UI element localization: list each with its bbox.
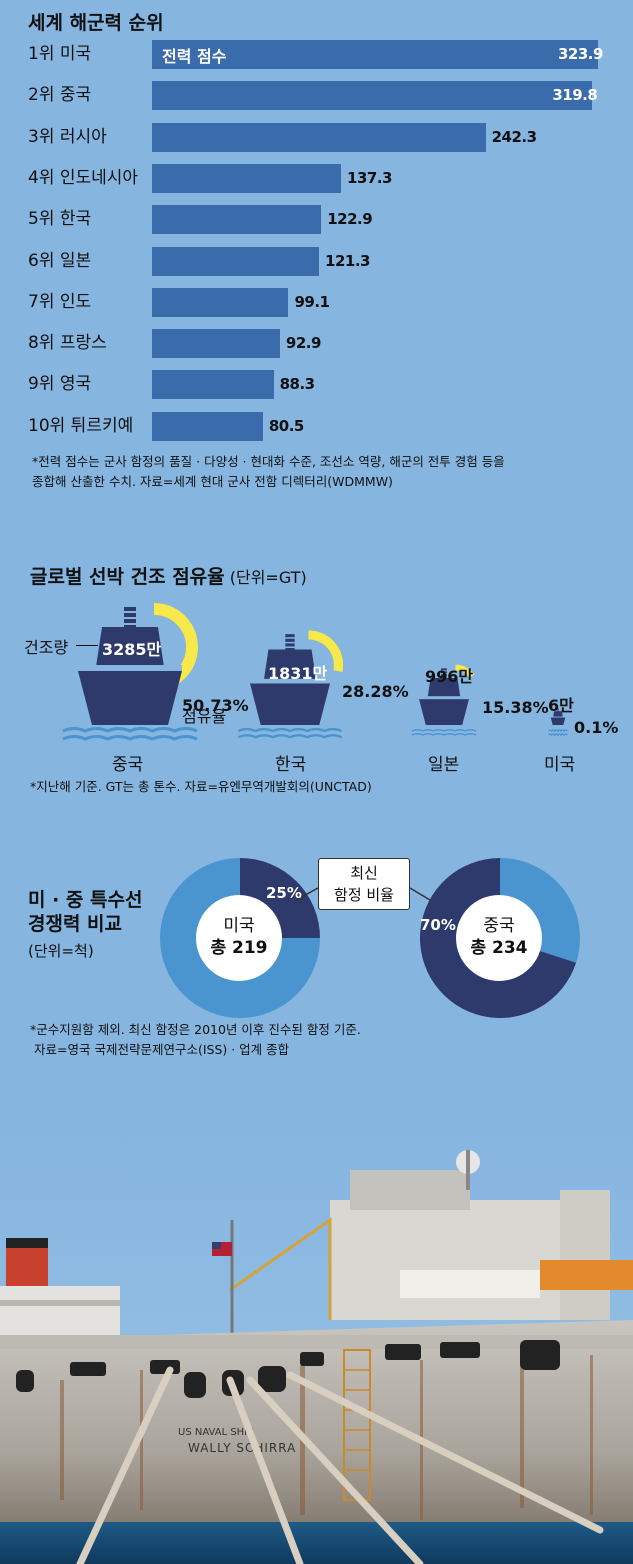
ship-photo: US NAVAL SHIP WALLY SCHIRRA <box>0 1130 633 1564</box>
rank-bar <box>152 40 598 69</box>
rank-label: 9위 영국 <box>28 374 92 395</box>
special-ships-title: 미 · 중 특수선 경쟁력 비교 <box>28 888 142 936</box>
ship-volume: 6만 <box>548 696 574 715</box>
special-ships-unit: (단위=척) <box>28 942 94 960</box>
rank-value: 319.8 <box>552 86 598 105</box>
navy-ranking-note-2: 종합해 산출한 수치. 자료=세계 현대 군사 전함 디렉터리(WDMMW) <box>32 474 393 489</box>
rank-bar <box>152 329 280 359</box>
ship-volume: 1831만 <box>268 664 328 683</box>
donut-pct-cn: 70% <box>420 916 456 934</box>
rank-label: 2위 중국 <box>28 85 92 106</box>
rank-value: 137.3 <box>347 168 392 187</box>
callout-pointer-cn <box>409 887 431 901</box>
shipbuilding-note: *지난해 기준. GT는 총 톤수. 자료=유엔무역개발회의(UNCTAD) <box>30 779 372 794</box>
ship-1 <box>237 630 344 739</box>
rank-label: 10위 튀르키예 <box>28 415 134 436</box>
rank-bar <box>152 163 342 193</box>
volume-leader-line <box>76 645 98 646</box>
rank-value: 88.3 <box>279 375 316 394</box>
navy-ranking-note-1: *전력 점수는 군사 함정의 품질 · 다양성 · 현대화 수준, 조선소 역량… <box>32 454 505 469</box>
ship-country: 한국 <box>275 755 307 775</box>
rank-value: 323.9 <box>558 45 603 63</box>
ship-volume: 3285만 <box>102 640 162 659</box>
share-arc <box>455 664 475 679</box>
rank-label: 1위 미국 <box>28 44 92 64</box>
shipbuilding-title: 글로벌 선박 건조 점유율 <box>30 566 225 588</box>
rank-value: 121.3 <box>325 251 370 270</box>
ship-3 <box>548 706 568 737</box>
special-ships-title-line2: 경쟁력 비교 <box>28 913 123 935</box>
rank-label: 3위 러시아 <box>28 126 107 147</box>
volume-label: 건조량 <box>24 638 69 657</box>
hull-text-2: WALLY SCHIRRA <box>188 1441 296 1455</box>
rank-bar <box>152 287 289 317</box>
rank-label: 7위 인도 <box>28 291 92 312</box>
callout-line1: 최신 <box>350 864 378 882</box>
callout-pointer-us <box>295 887 319 901</box>
ship-country: 중국 <box>112 755 144 775</box>
navy-ranking-title: 세계 해군력 순위 <box>28 12 164 34</box>
donut-total-cn: 총 234 <box>470 938 528 958</box>
special-ships-note-2: 자료=영국 국제전략문제연구소(ISS) · 업계 종합 <box>34 1042 290 1057</box>
rank-bar <box>152 205 322 235</box>
rank-label: 8위 프랑스 <box>28 333 107 354</box>
ship-2 <box>411 664 477 736</box>
donut-center-us: 미국 총 219 <box>196 895 282 981</box>
rank-value: 242.3 <box>491 127 537 146</box>
rank-bar <box>152 370 274 400</box>
rank-label: 4위 인도네시아 <box>28 167 139 188</box>
shipbuilding-chart <box>62 603 568 741</box>
rank-bar <box>152 411 263 441</box>
series-label: 전력 점수 <box>162 47 227 66</box>
donut-total-us: 총 219 <box>210 938 268 958</box>
ship-share: 50.73% <box>182 696 249 715</box>
rank-bar <box>152 81 593 111</box>
donut-center-cn: 중국 총 234 <box>456 895 542 981</box>
donut-country-us: 미국 <box>223 916 255 936</box>
rank-value: 99.1 <box>294 292 330 311</box>
donut-pct-us: 25% <box>266 884 302 902</box>
share-arc <box>308 630 344 673</box>
share-label: 점유율 <box>182 707 227 726</box>
donut-country-cn: 중국 <box>483 916 515 936</box>
callout-line2: 함정 비율 <box>334 886 394 904</box>
rank-bar <box>152 122 486 152</box>
ship-0 <box>62 603 198 741</box>
shipbuilding-unit: (단위=GT) <box>229 568 307 587</box>
ship-country: 일본 <box>428 755 460 775</box>
special-ships-note-1: *군수지원함 제외. 최신 함정은 2010년 이후 진수된 함정 기준. <box>30 1022 361 1037</box>
rank-label: 5위 한국 <box>28 209 92 230</box>
ship-share: 0.1% <box>574 718 619 737</box>
rank-value: 92.9 <box>285 334 322 353</box>
shipbuilding-title-row: 글로벌 선박 건조 점유율 (단위=GT) <box>30 562 307 589</box>
ship-share: 28.28% <box>342 682 409 701</box>
rank-value: 80.5 <box>268 416 305 435</box>
ship-country: 미국 <box>544 755 576 775</box>
ship-share: 15.38% <box>482 698 549 717</box>
recent-ships-callout: 최신 함정 비율 <box>318 858 410 910</box>
rank-label: 6위 일본 <box>28 250 92 271</box>
hull-text-1: US NAVAL SHIP <box>178 1427 253 1438</box>
rank-value: 122.9 <box>327 210 373 229</box>
rank-bar <box>152 246 320 276</box>
special-ships-title-line1: 미 · 중 특수선 <box>28 889 143 911</box>
ship-volume: 996만 <box>425 667 474 686</box>
